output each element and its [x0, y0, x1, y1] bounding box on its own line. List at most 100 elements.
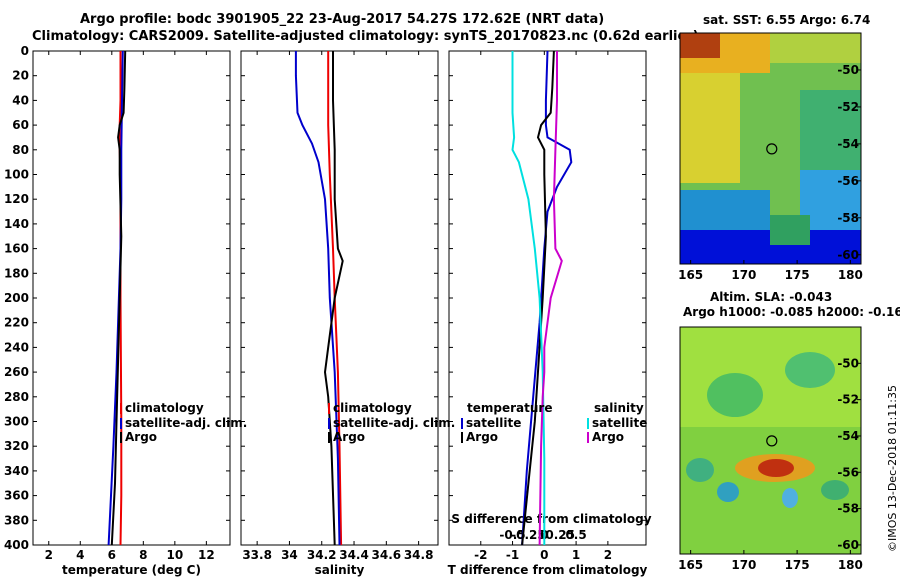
sla-map-frame	[679, 326, 862, 555]
sla-map-high-core	[758, 459, 794, 477]
sst-map-frame	[679, 32, 862, 265]
diff-legend-s-satellite-label: satellite	[592, 416, 647, 430]
sla-map-low-a	[707, 373, 763, 417]
temp-legend-climatology-label: climatology	[125, 401, 204, 415]
diff-legend-salinity-header: salinity	[594, 401, 644, 415]
difference-panel: -2 -1 0 1 2T difference from climatology S di…	[448, 50, 652, 577]
y-tick-label: 160	[4, 242, 29, 256]
sst-map	[679, 32, 862, 265]
y-tick-label: 40	[12, 93, 29, 107]
sal-legend-satellite-label: satellite-adj. clim.	[333, 416, 455, 430]
y-tick-label: 360	[4, 489, 29, 503]
series-salinity-satellite	[511, 51, 546, 545]
sla-map-x-tick-label: 165	[678, 558, 703, 572]
s-diff-tick-label: -0.25	[511, 528, 546, 542]
y-tick-label: 20	[12, 69, 29, 83]
x-tick-label: 8	[139, 548, 147, 562]
y-tick-label: 380	[4, 513, 29, 527]
x-tick-label: -1	[506, 548, 519, 562]
x-tick-label: -2	[474, 548, 487, 562]
sla-map-y-tick-label: -58	[837, 502, 859, 516]
sla-map	[679, 326, 862, 555]
sla-map-low-f	[821, 480, 849, 500]
sla-map-y-tick-label: -60	[837, 538, 859, 552]
y-tick-label: 60	[12, 118, 29, 132]
sla-map-x-tick-label: 175	[785, 558, 810, 572]
sla-map-x-tick-label: 180	[838, 558, 863, 572]
sst-map-south-green	[770, 215, 810, 245]
y-tick-label: 240	[4, 340, 29, 354]
x-tick-label: 33.8	[242, 548, 272, 562]
x-tick-label: 0	[540, 548, 548, 562]
sst-map-y-tick-label: -52	[837, 100, 859, 114]
sla-map-y-tick-label: -54	[837, 429, 859, 443]
x-axis-label: temperature (deg C)	[62, 563, 201, 577]
y-tick-label: 340	[4, 464, 29, 478]
sla-map-north	[680, 327, 861, 427]
x-axis-label: T difference from climatology	[448, 563, 648, 577]
profile-panels: 0204060801001201401601802002202402602803…	[4, 44, 652, 577]
x-tick-label: 34.8	[404, 548, 434, 562]
series-satellite-adj-clim-	[294, 51, 341, 546]
map-axis-ticks: 165 170 175 180 -50 -52 -54 -56 -58 -60 165 170 175 1…	[678, 63, 863, 572]
sst-map-y-tick-label: -54	[837, 137, 859, 151]
sla-map-y-tick-label: -56	[837, 465, 859, 479]
x-tick-label: 2	[45, 548, 53, 562]
credit-timestamp: ©IMOS 13-Dec-2018 01:11:35	[886, 385, 899, 552]
sst-map-x-tick-label: 170	[731, 268, 756, 282]
sla-map-x-tick-label: 170	[731, 558, 756, 572]
diff-legend-temperature-header: temperature	[467, 401, 552, 415]
x-tick-label: 34.4	[339, 548, 369, 562]
sst-map-x-tick-label: 180	[838, 268, 863, 282]
temp-legend-argo-label: Argo	[125, 430, 157, 444]
y-tick-label: 220	[4, 316, 29, 330]
s-diff-tick-label: 0.5	[565, 528, 586, 542]
x-tick-label: 34	[281, 548, 298, 562]
sla-map-low-e	[782, 488, 798, 508]
sst-map-west-band	[680, 73, 740, 183]
y-tick-label: 280	[4, 390, 29, 404]
y-tick-label: 260	[4, 365, 29, 379]
sla-map-y-tick-label: -50	[837, 356, 859, 370]
x-tick-label: 2	[604, 548, 612, 562]
x-axis-label: salinity	[315, 563, 365, 577]
series-argo	[110, 50, 127, 546]
y-tick-label: 120	[4, 192, 29, 206]
y-tick-label: 180	[4, 266, 29, 280]
sla-map-low-b	[785, 352, 835, 388]
temperature-panel: 0 20 40 60 80 100 120 140 160 180 200 220 240 260 280 3…	[4, 44, 231, 577]
sst-map-y-tick-label: -50	[837, 63, 859, 77]
s-diff-tick-label: 0.25	[545, 528, 575, 542]
sst-map-y-tick-label: -58	[837, 211, 859, 225]
x-tick-label: 1	[572, 548, 580, 562]
y-tick-label: 0	[21, 44, 29, 58]
x-tick-label: 34.2	[307, 548, 337, 562]
y-tick-label: 140	[4, 217, 29, 231]
sal-legend-argo-label: Argo	[333, 430, 365, 444]
chart-title-line2: Climatology: CARS2009. Satellite-adjuste…	[32, 29, 699, 44]
y-tick-label: 300	[4, 415, 29, 429]
y-tick-label: 100	[4, 168, 29, 182]
series-temperature-argo	[521, 50, 555, 546]
sal-legend-climatology-label: climatology	[333, 401, 412, 415]
diff-legend-s-argo-label: Argo	[592, 430, 624, 444]
salinity-panel: 33.8 34 34.2 34.4 34.6 34.8 salinity	[240, 50, 439, 577]
sst-map-cool-west	[680, 190, 770, 230]
temperature-panel-frame	[32, 50, 231, 546]
sst-map-cool-east	[800, 170, 861, 230]
x-tick-label: 10	[166, 548, 183, 562]
y-tick-label: 400	[4, 538, 29, 552]
temp-legend-satellite-label: satellite-adj. clim.	[125, 416, 247, 430]
s-diff-tick-label: -0.5	[499, 528, 525, 542]
y-tick-label: 200	[4, 291, 29, 305]
sst-map-x-tick-label: 175	[785, 268, 810, 282]
x-tick-label: 4	[76, 548, 84, 562]
x-tick-label: 34.6	[372, 548, 402, 562]
sla-map-title-line2: Argo h1000: -0.085 h2000: -0.16	[683, 305, 900, 319]
series-temperature-satellite	[521, 50, 573, 546]
diff-legend-t-satellite-label: satellite	[466, 416, 521, 430]
sst-map-y-tick-label: -60	[837, 248, 859, 262]
sla-map-low-d	[717, 482, 739, 502]
